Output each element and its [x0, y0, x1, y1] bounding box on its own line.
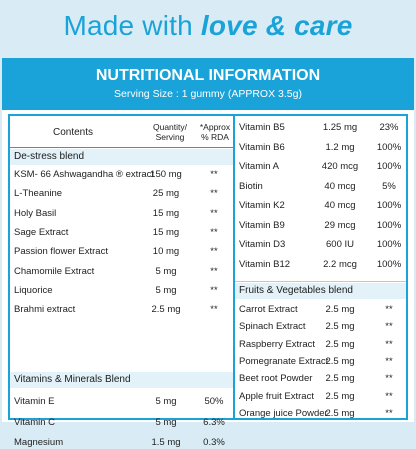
- nutrient-quantity: 29 mcg: [324, 219, 356, 231]
- nutrient-quantity: 25 mg: [152, 188, 180, 200]
- nutrient-rda: **: [385, 390, 393, 402]
- nutrient-name: Vitamin D3: [239, 239, 286, 250]
- hero-prefix: Made with: [63, 10, 193, 41]
- nutrient-name: Orange juice Powder: [239, 407, 328, 419]
- nutrient-rda: **: [385, 338, 393, 350]
- nutrient-rda: **: [385, 355, 393, 367]
- nutrition-title: NUTRITIONAL INFORMATION: [95, 67, 321, 84]
- nutrient-name: Spinach Extract: [239, 321, 306, 333]
- nutrition-banner: NUTRITIONAL INFORMATION Serving Size : 1…: [2, 58, 414, 110]
- header-contents: Contents: [52, 127, 94, 138]
- header-quantity: Quantity/ Serving: [152, 122, 188, 142]
- nutrient-rda: 100%: [376, 239, 402, 250]
- nutrient-quantity: 2.5 mg: [325, 407, 355, 419]
- nutrient-name: Vitamin C: [14, 416, 56, 428]
- nutrient-rda: **: [210, 304, 218, 316]
- nutrient-rda: 100%: [376, 219, 402, 231]
- nutrient-quantity: 1.2 mg: [325, 141, 355, 153]
- nutrient-rda: 5%: [382, 180, 396, 192]
- nutrient-rda: **: [210, 265, 218, 277]
- nutrient-name: Apple fruit Extract: [239, 390, 314, 402]
- nutrient-name: Raspberry Extract: [239, 338, 316, 350]
- nutrient-quantity: 2.5 mg: [325, 304, 355, 315]
- nutrient-name: Vitamin B9: [239, 219, 285, 231]
- nutrient-rda: 50%: [204, 396, 224, 407]
- nutrient-name: Pomegranate Extract: [239, 355, 329, 367]
- nutrient-rda: 100%: [376, 141, 402, 153]
- nutrient-quantity: 2.5 mg: [325, 338, 355, 350]
- nutrient-quantity: 1.5 mg: [151, 437, 181, 448]
- nutrient-quantity: 2.2 mcg: [323, 258, 357, 270]
- nutrient-name: Biotin: [239, 180, 263, 192]
- serving-size: Serving Size : 1 gummy (APPROX 3.5g): [114, 88, 302, 100]
- nutrient-quantity: 420 mcg: [321, 161, 359, 172]
- nutrient-name: Vitamin E: [14, 396, 55, 407]
- nutrient-name: L-Theanine: [14, 188, 63, 200]
- nutrient-quantity: 5 mg: [155, 265, 177, 277]
- nutrient-quantity: 40 mcg: [324, 180, 356, 192]
- nutrient-name: Holy Basil: [14, 207, 57, 219]
- nutrient-name: Beet root Powder: [239, 373, 313, 385]
- nutrient-quantity: 15 mg: [152, 207, 180, 219]
- nutrient-name: KSM- 66 Ashwagandha ® extract: [14, 169, 155, 180]
- nutrient-quantity: 2.5 mg: [325, 390, 355, 402]
- nutrient-name: Passion flower Extract: [14, 246, 108, 258]
- nutrient-name: Chamomile Extract: [14, 265, 95, 277]
- nutrient-rda: **: [385, 304, 393, 315]
- nutrient-rda: **: [385, 407, 393, 419]
- nutrient-name: Vitamin B12: [239, 258, 291, 270]
- nutrient-quantity: 1.25 mg: [322, 122, 358, 133]
- section-vitamins-minerals: Vitamins & Minerals Blend: [10, 372, 233, 388]
- column-divider: [233, 116, 235, 420]
- nutrient-quantity: 2.5 mg: [151, 304, 181, 316]
- nutrient-name: Sage Extract: [14, 226, 69, 238]
- nutrition-table: Contents Quantity/ Serving *Approx % RDA…: [8, 114, 408, 448]
- nutrient-name: Carrot Extract: [239, 304, 298, 315]
- nutrient-rda: 100%: [376, 258, 402, 270]
- nutrient-rda: **: [210, 284, 218, 296]
- nutrient-quantity: 2.5 mg: [325, 355, 355, 367]
- section-destress-blend: De-stress blend: [10, 149, 233, 165]
- nutrient-quantity: 5 mg: [155, 396, 177, 407]
- nutrient-quantity: 15 mg: [152, 226, 180, 238]
- nutrient-quantity: 150 mg: [150, 169, 182, 180]
- nutrient-quantity: 2.5 mg: [325, 373, 355, 385]
- nutrient-rda: 100%: [376, 200, 402, 211]
- nutrient-quantity: 40 mcg: [324, 200, 356, 211]
- header-rda: *Approx % RDA: [199, 122, 231, 142]
- nutrient-rda: **: [210, 226, 218, 238]
- nutrient-quantity: 600 IU: [326, 239, 354, 250]
- nutrient-rda: **: [210, 169, 218, 180]
- nutrient-rda: 0.3%: [203, 437, 225, 448]
- nutrient-quantity: 10 mg: [152, 246, 180, 258]
- nutrient-quantity: 5 mg: [155, 284, 177, 296]
- nutrient-name: Magnesium: [14, 437, 64, 448]
- nutrient-rda: 6.3%: [203, 416, 225, 428]
- section-separator: [235, 281, 406, 282]
- header-divider: [10, 147, 233, 148]
- hero-title: Made with love & care: [0, 10, 416, 42]
- section-fruits-vegetables: Fruits & Vegetables blend: [235, 283, 406, 299]
- nutrient-rda: **: [210, 188, 218, 200]
- nutrition-panel: NUTRITIONAL INFORMATION Serving Size : 1…: [2, 58, 414, 448]
- nutrient-name: Brahmi extract: [14, 304, 76, 316]
- nutrient-name: Vitamin B6: [239, 141, 285, 153]
- nutrient-rda: 100%: [376, 161, 402, 172]
- nutrient-name: Vitamin B5: [239, 122, 285, 133]
- hero-emphasis: love & care: [200, 10, 353, 41]
- nutrient-name: Vitamin K2: [239, 200, 285, 211]
- nutrient-rda: 23%: [379, 122, 399, 133]
- nutrient-rda: **: [385, 373, 393, 385]
- nutrient-quantity: 5 mg: [155, 416, 177, 428]
- nutrient-name: Liquorice: [14, 284, 53, 296]
- nutrient-rda: **: [210, 207, 218, 219]
- nutrient-quantity: 2.5 mg: [325, 321, 355, 333]
- nutrient-rda: **: [210, 246, 218, 258]
- nutrient-name: Vitamin A: [239, 161, 279, 172]
- nutrient-rda: **: [385, 321, 393, 333]
